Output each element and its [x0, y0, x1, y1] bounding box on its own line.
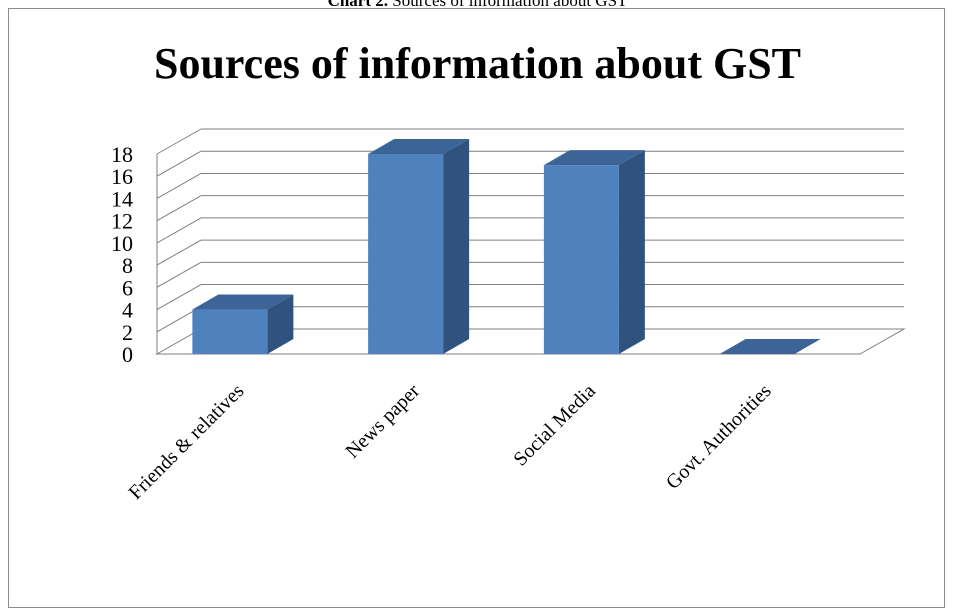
- gridline-side: [156, 128, 202, 155]
- bar-front: [192, 309, 268, 354]
- y-tick-label: 12: [111, 209, 133, 234]
- x-tick-label: Social Media: [509, 380, 600, 471]
- bar-top: [192, 294, 294, 310]
- y-tick-label: 18: [111, 142, 133, 167]
- x-tick-label: Friends & relatives: [124, 380, 248, 504]
- y-tick-label: 16: [111, 164, 133, 189]
- bar: [192, 294, 294, 354]
- chart-walls: [155, 154, 906, 355]
- bar-side: [618, 150, 645, 354]
- y-tick-label: 10: [111, 231, 133, 256]
- bar-top: [719, 339, 821, 354]
- bar-side: [443, 139, 470, 354]
- gridline-side: [156, 261, 202, 288]
- y-tick-label: 2: [122, 320, 133, 345]
- gridline-side: [156, 239, 202, 266]
- x-tick-label: Govt. Authorities: [662, 380, 776, 494]
- y-tick-label: 6: [122, 275, 133, 300]
- bar-front: [368, 154, 444, 354]
- bar: [719, 339, 821, 354]
- gridline-side: [156, 217, 202, 244]
- chart-title: Sources of information about GST: [153, 39, 802, 88]
- bar-top: [368, 139, 470, 154]
- y-tick-label: 8: [122, 253, 133, 278]
- gridline-side: [156, 150, 202, 177]
- y-tick-label: 14: [111, 186, 133, 211]
- bar: [368, 139, 470, 354]
- y-tick-label: 4: [122, 298, 133, 323]
- gridline-side: [156, 173, 202, 199]
- caption-prefix: Chart 2.: [327, 0, 389, 10]
- bar-top: [543, 150, 645, 166]
- bars: [192, 139, 821, 354]
- gridline-side: [156, 284, 202, 310]
- bar-side: [267, 294, 294, 354]
- bar-front: [543, 165, 619, 354]
- gridline-side: [156, 195, 202, 222]
- figure-caption: Chart 2. Sources of information about GS…: [0, 0, 955, 11]
- x-tick-label: News paper: [341, 380, 424, 463]
- caption-text: Sources of information about GST: [388, 0, 628, 10]
- floor: [155, 328, 906, 355]
- y-tick-label: 0: [122, 342, 133, 367]
- bar: [543, 150, 645, 354]
- x-axis-labels: Friends & relatives News paper Social Medi…: [124, 380, 775, 504]
